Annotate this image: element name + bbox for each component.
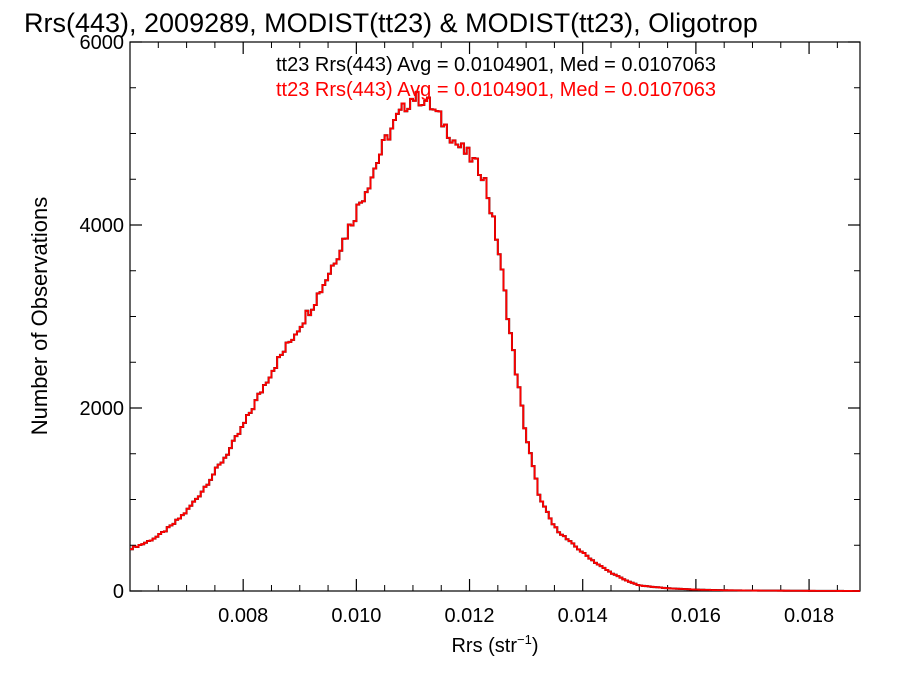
- y-tick-labels: 0 2000 4000 6000: [80, 32, 125, 603]
- x-tick-label: 0.016: [671, 605, 721, 627]
- x-axis-label-superscript: −1: [517, 632, 532, 647]
- legend-entry-red: tt23 Rrs(443) Avg = 0.0104901, Med = 0.0…: [276, 79, 716, 101]
- axis-ticks: [129, 41, 860, 592]
- x-axis-label-close: ): [532, 635, 539, 657]
- x-tick-label: 0.014: [558, 605, 608, 627]
- series-line-red: [130, 91, 860, 592]
- legend-entry-black: tt23 Rrs(443) Avg = 0.0104901, Med = 0.0…: [276, 54, 716, 76]
- x-tick-label: 0.008: [218, 605, 268, 627]
- y-tick-label: 6000: [80, 32, 125, 54]
- x-axis-label: Rrs (str−1): [451, 632, 538, 657]
- plot-frame: [129, 41, 861, 592]
- series-layer: [130, 90, 860, 592]
- x-tick-label: 0.018: [784, 605, 834, 627]
- series-line-black: [130, 90, 860, 592]
- y-tick-label: 2000: [80, 398, 125, 420]
- x-tick-label: 0.012: [445, 605, 495, 627]
- y-tick-label: 4000: [80, 215, 125, 237]
- chart-title: Rrs(443), 2009289, MODIST(tt23) & MODIST…: [24, 8, 758, 38]
- x-tick-label: 0.010: [331, 605, 381, 627]
- y-tick-label: 0: [113, 581, 124, 603]
- y-axis-label: Number of Observations: [27, 197, 52, 435]
- x-tick-labels: 0.008 0.010 0.012 0.014 0.016 0.018: [218, 605, 834, 627]
